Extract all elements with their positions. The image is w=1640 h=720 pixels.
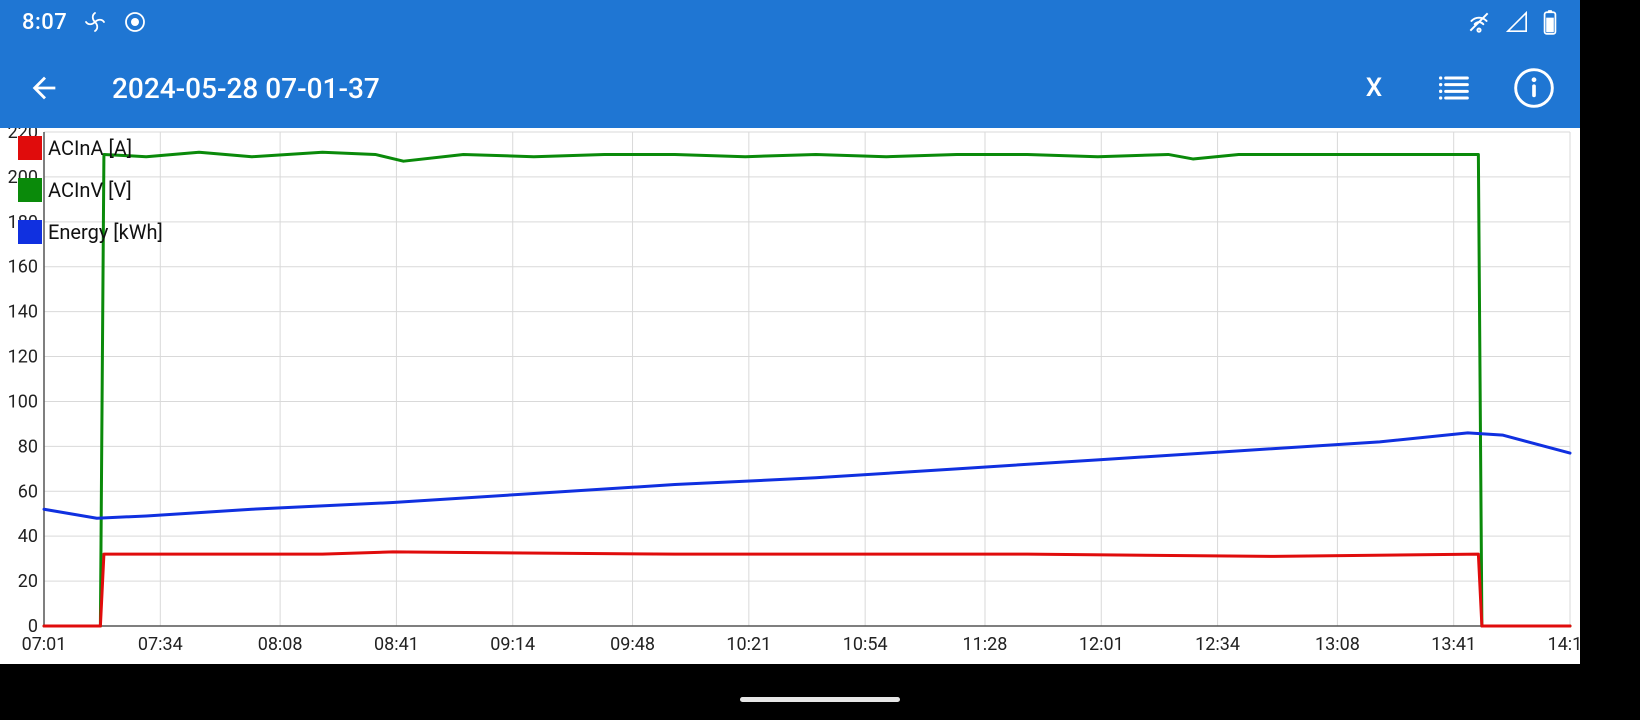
x-icon: X xyxy=(1366,73,1382,103)
status-clock: 8:07 xyxy=(22,10,67,35)
camera-cutout-strip xyxy=(1580,0,1640,720)
home-indicator[interactable] xyxy=(740,697,900,702)
signal-icon xyxy=(1506,11,1528,33)
svg-text:08:08: 08:08 xyxy=(258,634,303,655)
status-left: 8:07 xyxy=(22,10,147,35)
svg-text:Energy [kWh]: Energy [kWh] xyxy=(48,220,163,244)
svg-text:80: 80 xyxy=(18,436,38,457)
svg-text:20: 20 xyxy=(18,571,38,592)
back-button[interactable] xyxy=(24,68,64,108)
svg-text:07:34: 07:34 xyxy=(138,634,183,655)
app-bar-inner: 2024-05-28 07-01-37 X xyxy=(24,66,1556,110)
svg-text:13:41: 13:41 xyxy=(1431,634,1476,655)
list-icon xyxy=(1434,68,1474,108)
pinwheel-icon xyxy=(83,10,107,34)
svg-text:14:14: 14:14 xyxy=(1548,634,1580,655)
record-icon xyxy=(123,10,147,34)
svg-text:07:01: 07:01 xyxy=(22,634,67,655)
chart-svg: 02040608010012014016018020022007:0107:34… xyxy=(0,128,1580,664)
svg-text:09:14: 09:14 xyxy=(490,634,535,655)
svg-text:12:01: 12:01 xyxy=(1079,634,1124,655)
svg-text:13:08: 13:08 xyxy=(1315,634,1360,655)
list-button[interactable] xyxy=(1432,66,1476,110)
svg-text:ACInA [A]: ACInA [A] xyxy=(48,136,132,160)
svg-text:120: 120 xyxy=(8,347,38,368)
svg-text:60: 60 xyxy=(18,481,38,502)
info-icon xyxy=(1512,66,1556,110)
svg-text:ACInV [V]: ACInV [V] xyxy=(48,178,132,202)
status-bar: 8:07 xyxy=(0,0,1580,44)
nav-bar-strip xyxy=(0,664,1640,720)
svg-text:12:34: 12:34 xyxy=(1195,634,1240,655)
svg-text:10:21: 10:21 xyxy=(726,634,771,655)
arrow-back-icon xyxy=(27,71,61,105)
svg-text:140: 140 xyxy=(8,302,38,323)
svg-text:09:48: 09:48 xyxy=(610,634,655,655)
screen-root: 2024-05-28 07-01-37 X xyxy=(0,0,1640,720)
info-button[interactable] xyxy=(1512,66,1556,110)
svg-text:08:41: 08:41 xyxy=(374,634,419,655)
page-title: 2024-05-28 07-01-37 xyxy=(112,72,1352,105)
status-right xyxy=(1466,9,1558,35)
svg-text:10:54: 10:54 xyxy=(843,634,888,655)
clear-x-button[interactable]: X xyxy=(1352,66,1396,110)
wifi-off-icon xyxy=(1466,9,1492,35)
action-bar: X xyxy=(1352,66,1556,110)
chart-area[interactable]: 02040608010012014016018020022007:0107:34… xyxy=(0,128,1580,664)
svg-text:11:28: 11:28 xyxy=(963,634,1008,655)
svg-text:100: 100 xyxy=(8,391,38,412)
battery-icon xyxy=(1542,9,1558,35)
svg-text:40: 40 xyxy=(18,526,38,547)
svg-text:160: 160 xyxy=(8,257,38,278)
